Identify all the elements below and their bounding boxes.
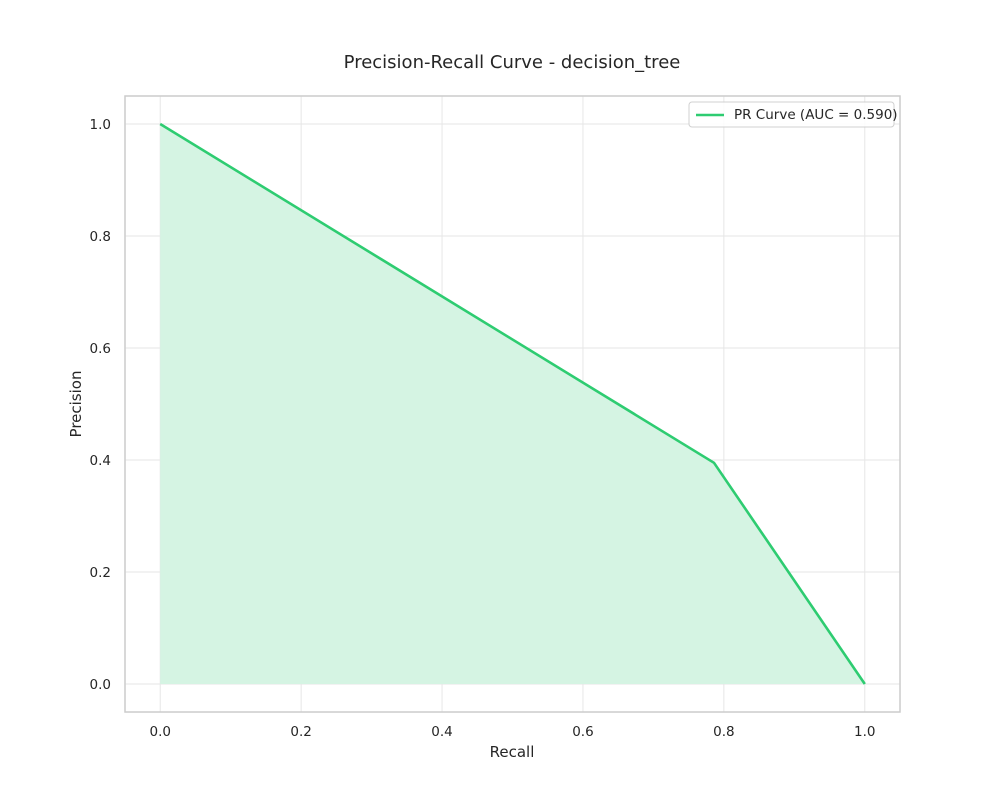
y-axis-label: Precision <box>67 371 85 438</box>
plot-frame <box>124 95 901 713</box>
y-tick-labels: 0.0 0.2 0.4 0.6 0.8 1.0 <box>90 117 111 693</box>
y-tick-label: 0.6 <box>90 341 111 357</box>
y-tick-label: 0.8 <box>90 229 111 245</box>
chart-title: Precision-Recall Curve - decision_tree <box>344 52 681 73</box>
x-tick-label: 0.2 <box>290 724 311 740</box>
x-axis-label: Recall <box>490 743 535 761</box>
y-tick-label: 0.0 <box>90 677 111 693</box>
y-tick-label: 0.4 <box>90 453 111 469</box>
x-tick-label: 0.8 <box>713 724 734 740</box>
pr-curve-line <box>159 122 866 685</box>
x-tick-labels: 0.0 0.2 0.4 0.6 0.8 1.0 <box>149 724 875 740</box>
pr-curve-area-fill <box>160 124 865 684</box>
x-tick-label: 0.0 <box>149 724 170 740</box>
y-tick-label: 1.0 <box>90 117 111 133</box>
y-tick-label: 0.2 <box>90 565 111 581</box>
legend-box <box>688 101 895 128</box>
x-tick-label: 0.4 <box>431 724 452 740</box>
x-tick-label: 0.6 <box>572 724 593 740</box>
x-tick-label: 1.0 <box>854 724 875 740</box>
legend-label: PR Curve (AUC = 0.590) <box>734 107 898 123</box>
legend: PR Curve (AUC = 0.590) <box>688 101 898 128</box>
